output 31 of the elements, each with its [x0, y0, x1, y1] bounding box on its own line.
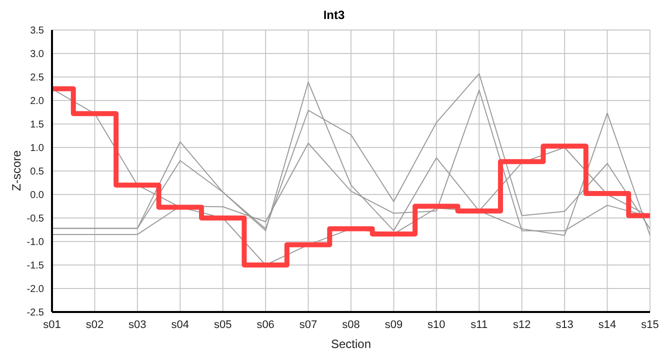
chart-title: Int3: [322, 8, 346, 22]
x-tick-label: s02: [86, 318, 104, 331]
y-tick-label: -2.0: [26, 284, 44, 296]
x-tick-label: s06: [256, 318, 274, 331]
x-tick-label: s14: [598, 318, 616, 331]
y-tick-label: 1.0: [30, 143, 44, 154]
x-tick-label: s08: [342, 318, 360, 331]
x-tick-label: s07: [299, 318, 318, 331]
x-tick-label: s03: [128, 318, 146, 331]
x-tick-label: s09: [384, 318, 403, 331]
y-tick-label: -0.5: [26, 214, 44, 225]
y-tick-label: 3.5: [30, 26, 44, 37]
x-tick-label: s11: [470, 318, 488, 331]
x-axis-title: Section: [330, 337, 372, 351]
y-tick-label: -1.0: [26, 237, 44, 248]
x-tick-label: s13: [556, 318, 574, 331]
y-tick-label: 3.0: [30, 49, 44, 60]
y-tick-label: -1.5: [26, 260, 44, 272]
x-tick-label: s01: [43, 318, 61, 331]
x-tick-label: s05: [214, 318, 232, 331]
y-tick-label: 2.5: [30, 72, 44, 84]
y-tick-label: 2.0: [30, 96, 44, 108]
x-tick-label: s12: [512, 318, 531, 331]
y-tick-label: 1.5: [30, 120, 44, 131]
y-tick-label: -2.5: [26, 308, 44, 319]
x-tick-label: s15: [641, 318, 659, 331]
y-tick-label: 0.0: [30, 190, 44, 202]
x-tick-label: s10: [428, 318, 446, 331]
y-axis-title: Z-score: [9, 150, 24, 191]
y-tick-label: 0.5: [30, 166, 44, 178]
x-tick-label: s04: [171, 318, 190, 331]
